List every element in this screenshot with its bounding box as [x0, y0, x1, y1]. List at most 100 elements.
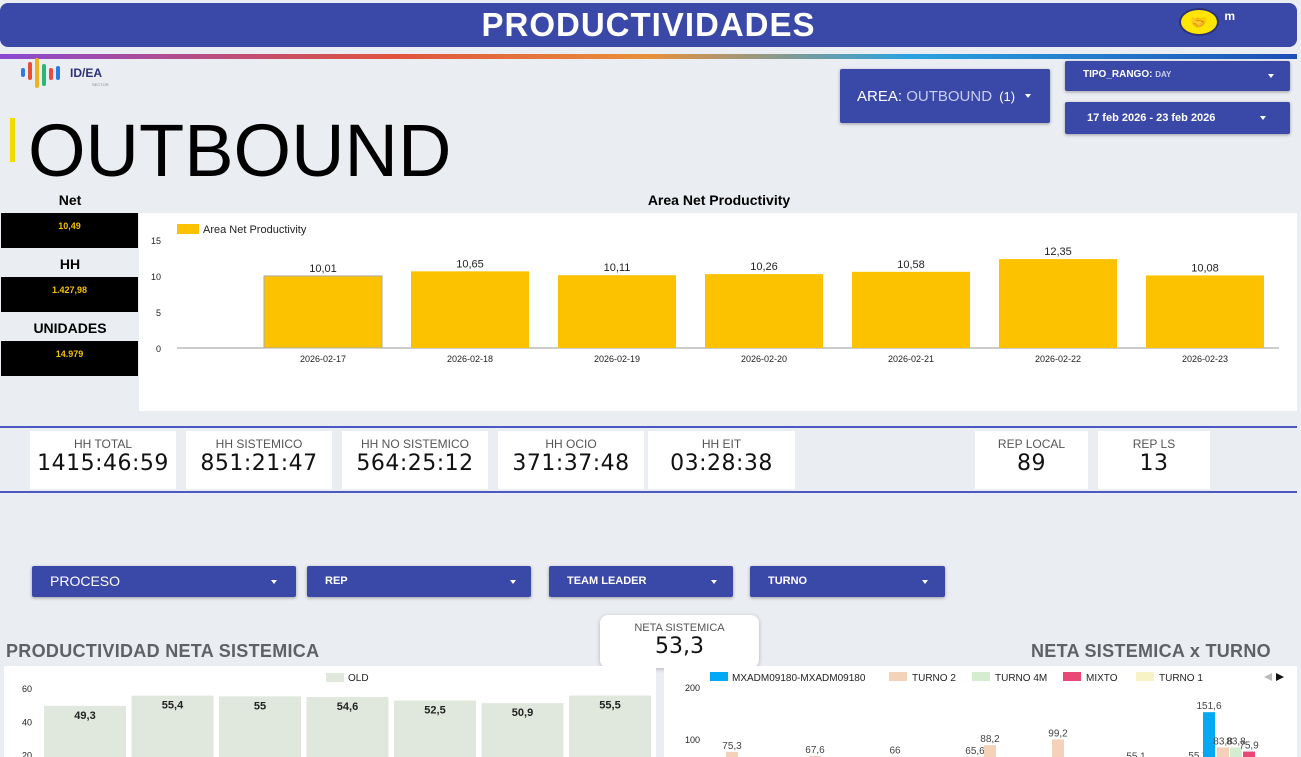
rep-dropdown[interactable]: REP	[307, 566, 531, 597]
bar	[984, 745, 996, 757]
title-accent-mark	[10, 118, 15, 162]
chevron-down-icon	[510, 580, 516, 584]
stat-rep-local: REP LOCAL 89	[975, 431, 1088, 489]
date-range-label: 17 feb 2026 - 23 feb 2026	[1087, 112, 1216, 124]
section-right-title: NETA SISTEMICA x TURNO	[1031, 641, 1271, 661]
handshake-icon: 🤝	[1179, 8, 1219, 36]
bar-value-label: 49,3	[74, 710, 95, 722]
stat-label: HH NO SISTEMICO	[360, 437, 469, 451]
idea-logo: ID/EA SECTOR	[18, 56, 118, 96]
area-net-productivity-chart: Area Net Productivity 15 10 5 0 10,01 2026-02…	[139, 213, 1297, 411]
chevron-down-icon	[271, 580, 277, 584]
tipo-label: TIPO_RANGO:	[1083, 69, 1153, 80]
legend-swatch	[177, 224, 199, 234]
chevron-down-icon	[1268, 74, 1274, 78]
stat-hh-sistemico: HH SISTEMICO 851:21:47	[186, 431, 332, 489]
proceso-label: PROCESO	[50, 573, 121, 589]
bar-value-label: 55,5	[599, 700, 620, 712]
bar	[1243, 751, 1255, 757]
page-header-title: PRODUCTIVIDADES	[481, 6, 816, 43]
area-dropdown-label: AREA: OUTBOUND (1)	[857, 88, 1015, 105]
legend-label: TURNO 1	[1159, 673, 1203, 684]
area-count: (1)	[999, 89, 1016, 104]
bar	[1230, 747, 1242, 757]
turno-dropdown[interactable]: TURNO	[750, 566, 945, 597]
legend-label: Area Net Productivity	[203, 224, 307, 236]
kpi-net-value: 10,49	[1, 213, 138, 248]
area-label: AREA:	[857, 88, 903, 105]
left-chart-svg: OLD 60 40 20 49,3 55,4 55 54,6 52,5 50,9 55,5	[22, 673, 651, 757]
legend-prev-icon[interactable]	[1264, 673, 1272, 681]
x-tick-label: 2026-02-19	[594, 354, 640, 364]
y-tick-label: 200	[685, 683, 700, 693]
legend-swatch	[1136, 672, 1154, 681]
logo-text: ID/EA	[70, 66, 103, 80]
date-range-picker[interactable]: 17 feb 2026 - 23 feb 2026	[1065, 102, 1290, 134]
bar-value-label: 88,2	[980, 734, 1000, 745]
bar-value-label: 75,3	[722, 741, 742, 752]
bar-value-label: 10,65	[456, 258, 484, 270]
y-tick-label: 10	[151, 272, 161, 282]
kpi-unidades-value: 14.979	[1, 341, 138, 376]
chevron-down-icon	[1260, 116, 1266, 120]
legend-label: TURNO 2	[912, 673, 956, 684]
chart-title: Area Net Productivity	[647, 192, 791, 208]
stat-rep-ls: REP LS 13	[1098, 431, 1210, 489]
stat-hh-total: HH TOTAL 1415:46:59	[30, 431, 176, 489]
kpi-net-label: Net	[58, 192, 82, 208]
bar	[1217, 747, 1229, 757]
bar-value-label: 66	[889, 746, 901, 757]
team-leader-dropdown[interactable]: TEAM LEADER	[549, 566, 733, 597]
y-tick-label: 100	[685, 735, 700, 745]
tipo-value: DAY	[1155, 70, 1172, 79]
bar	[809, 755, 821, 757]
main-chart-svg: Area Net Productivity 15 10 5 0 10,01 2026-02…	[151, 224, 1279, 364]
legend-swatch-old	[326, 673, 344, 682]
brand-letter: m	[1224, 9, 1235, 23]
bar-value-label: 52,5	[424, 705, 445, 717]
chevron-down-icon	[711, 580, 717, 584]
bar-value-label: 75,9	[1239, 741, 1259, 752]
y-tick-label: 15	[151, 236, 161, 246]
bar	[1052, 739, 1064, 757]
bar	[394, 700, 476, 757]
bar-value-label: 83,8	[1213, 736, 1233, 747]
legend-label: TURNO 4M	[995, 673, 1047, 684]
legend-label-old: OLD	[348, 673, 369, 684]
stat-value: 03:28:38	[670, 451, 773, 476]
x-tick-label: 2026-02-17	[300, 354, 346, 364]
bar-value-label: 55,7	[1188, 751, 1208, 757]
stat-value: 89	[1017, 451, 1046, 476]
bar	[999, 259, 1117, 348]
legend-next-icon[interactable]	[1276, 673, 1284, 681]
stat-hh-eit: HH EIT 03:28:38	[648, 431, 795, 489]
legend-swatch	[889, 672, 907, 681]
x-tick-label: 2026-02-22	[1035, 354, 1081, 364]
kpi-unidades-label: UNIDADES	[33, 320, 107, 336]
bar-value-label: 55,4	[162, 700, 184, 712]
page-title: OUTBOUND	[28, 109, 452, 192]
bar	[131, 695, 214, 757]
area-dropdown[interactable]: AREA: OUTBOUND (1)	[840, 69, 1050, 123]
legend-swatch	[1063, 672, 1081, 681]
y-tick-label: 5	[156, 308, 161, 318]
bar-value-label: 55,1	[1126, 751, 1146, 757]
bar-value-label: 10,08	[1191, 262, 1219, 274]
x-tick-label: 2026-02-21	[888, 354, 934, 364]
right-chart-svg: MXADM09180-MXADM09180 TURNO 2 TURNO 4M M…	[685, 672, 1284, 757]
neta-sistemica-turno-chart: MXADM09180-MXADM09180 TURNO 2 TURNO 4M M…	[664, 666, 1297, 757]
bar	[411, 271, 529, 348]
header-bar: PRODUCTIVIDADES	[0, 3, 1297, 47]
stat-hh-no-sistemico: HH NO SISTEMICO 564:25:12	[342, 431, 488, 489]
proceso-dropdown[interactable]: PROCESO	[32, 566, 296, 597]
section-left-title: PRODUCTIVIDAD NETA SISTEMICA	[6, 641, 320, 661]
bar-value-label: 54,6	[337, 701, 358, 713]
stat-label: HH EIT	[701, 437, 742, 451]
y-tick-label: 20	[22, 751, 32, 757]
tipo-rango-dropdown[interactable]: TIPO_RANGO: DAY	[1065, 61, 1290, 91]
legend-swatch	[972, 672, 990, 681]
y-tick-label: 0	[156, 344, 161, 354]
bar-value-label: 12,35	[1044, 246, 1072, 258]
stat-hh-ocio: HH OCIO 371:37:48	[498, 431, 644, 489]
team-leader-label: TEAM LEADER	[567, 575, 647, 587]
